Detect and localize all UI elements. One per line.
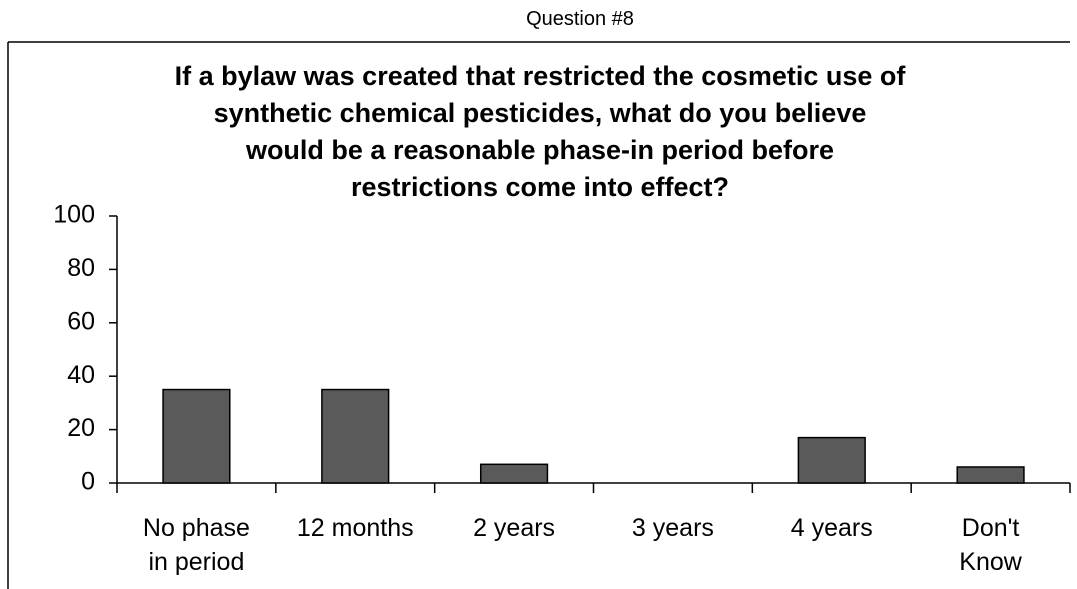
bar: [162, 388, 231, 484]
x-tick-label: 12 months: [296, 514, 414, 542]
bar: [321, 388, 390, 484]
y-tick-label: 100: [53, 201, 95, 229]
y-tick-label: 0: [81, 468, 95, 496]
bar: [956, 466, 1025, 484]
y-tick-label: 80: [67, 254, 95, 282]
y-tick-label: 20: [67, 414, 95, 442]
x-tick-label: No phase in period: [142, 514, 250, 576]
y-tick-label: 60: [67, 307, 95, 335]
chart-title: If a bylaw was created that restricted t…: [174, 61, 906, 202]
y-tick-label: 40: [67, 361, 95, 389]
bar: [479, 463, 549, 484]
x-tick-label: 3 years: [631, 514, 714, 542]
x-tick-label: 4 years: [790, 514, 873, 542]
x-tick-label: 2 years: [473, 514, 556, 542]
bar: [797, 436, 866, 484]
question-header: Question #8: [526, 8, 634, 30]
x-tick-label: Don't Know: [959, 514, 1022, 576]
